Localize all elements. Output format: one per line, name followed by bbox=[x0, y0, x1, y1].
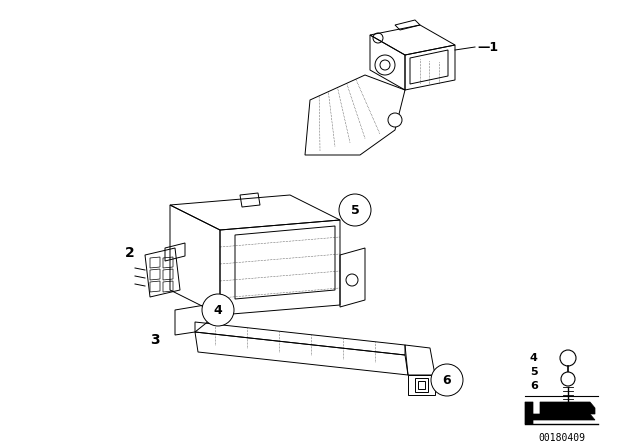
Text: 2: 2 bbox=[125, 246, 135, 260]
Text: —1: —1 bbox=[477, 40, 498, 53]
Text: 4: 4 bbox=[530, 353, 538, 363]
Circle shape bbox=[339, 194, 371, 226]
Circle shape bbox=[388, 113, 402, 127]
Polygon shape bbox=[540, 402, 595, 414]
Circle shape bbox=[431, 364, 463, 396]
Text: 6: 6 bbox=[530, 381, 538, 391]
Circle shape bbox=[560, 350, 576, 366]
Text: 4: 4 bbox=[214, 303, 222, 316]
Polygon shape bbox=[525, 402, 595, 424]
Circle shape bbox=[561, 372, 575, 386]
Text: 5: 5 bbox=[351, 203, 360, 216]
Text: 6: 6 bbox=[443, 374, 451, 387]
Circle shape bbox=[202, 294, 234, 326]
Text: 3: 3 bbox=[150, 333, 160, 347]
Text: 5: 5 bbox=[530, 367, 538, 377]
Circle shape bbox=[346, 274, 358, 286]
Text: 00180409: 00180409 bbox=[538, 433, 586, 443]
